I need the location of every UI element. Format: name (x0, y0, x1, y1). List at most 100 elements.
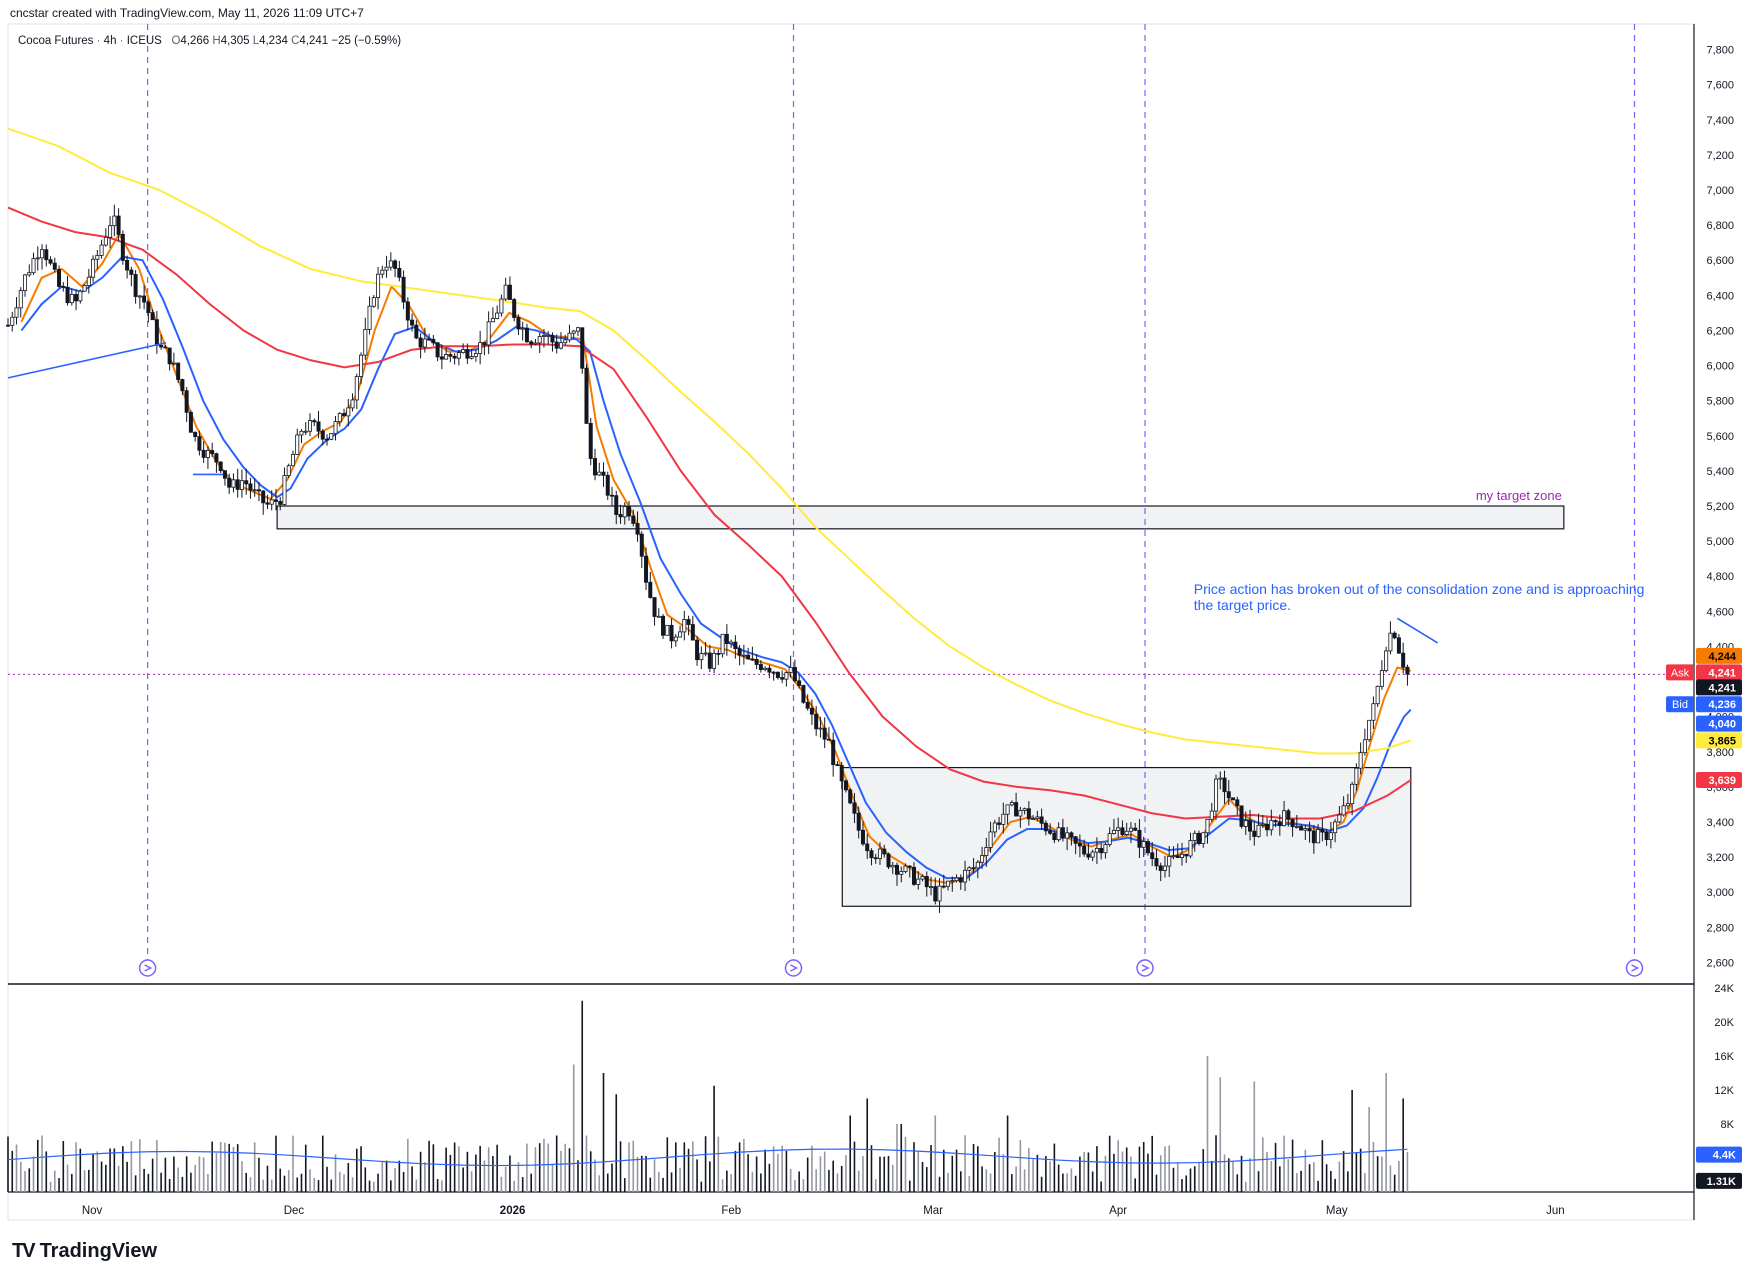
candle-body (1205, 818, 1210, 834)
candle-body (1039, 816, 1044, 824)
candle-body (401, 276, 406, 303)
high-label: H (212, 35, 221, 47)
candle-body (380, 269, 385, 275)
candle-body (393, 260, 398, 269)
candle-body (1337, 814, 1342, 823)
candle-body (499, 298, 504, 314)
candle-body (439, 356, 444, 360)
candle-body (142, 295, 147, 303)
candle-body (61, 286, 66, 288)
candle-body (775, 671, 780, 678)
candle-body (431, 338, 436, 344)
plot-frame (7, 23, 1695, 1221)
candle-body (575, 327, 580, 332)
candle-body (1243, 820, 1248, 827)
candle-body (1056, 827, 1061, 841)
time-tick-label: May (1326, 1205, 1348, 1217)
candle-body (980, 855, 985, 863)
candle-body (1014, 802, 1019, 817)
candle-body (325, 438, 330, 441)
candle-body (524, 327, 529, 343)
candle-body (337, 413, 342, 422)
volume-tick-label: 24K (1714, 983, 1734, 995)
candle-body (1214, 778, 1219, 812)
candle-body (1077, 842, 1082, 847)
candle-body (6, 324, 11, 327)
symbol-name[interactable]: Cocoa Futures (18, 35, 94, 47)
candle-body (1162, 865, 1167, 871)
candle-body (1350, 783, 1355, 805)
candle-body (23, 274, 28, 292)
candle-body (843, 780, 848, 791)
ask-label-tag-text: Ask (1671, 667, 1690, 679)
bid-label (1696, 696, 1742, 713)
annotation-text: the target price. (1194, 597, 1291, 613)
candle-body (256, 489, 261, 492)
candle-body (835, 764, 840, 767)
candle-body (644, 555, 649, 583)
candle-body (916, 878, 921, 885)
candle-body (286, 465, 291, 476)
candle-body (1120, 827, 1125, 835)
candle-body (686, 619, 691, 625)
candle-body (1188, 840, 1193, 857)
candle-body (882, 848, 887, 855)
candle-body (82, 285, 87, 292)
candle-body (1316, 829, 1321, 844)
candle-body (1141, 841, 1146, 848)
interval[interactable]: 4h (103, 35, 117, 47)
candle-body (1201, 832, 1206, 844)
candle-body (205, 450, 210, 458)
candle-body (1379, 670, 1384, 687)
candle-body (733, 641, 738, 649)
candle-body (1005, 804, 1010, 815)
candle-body (635, 523, 640, 535)
candle-body (1107, 833, 1112, 845)
candle-body (805, 701, 810, 709)
candle-body (877, 848, 882, 860)
bid-label-text: 4,236 (1708, 699, 1736, 711)
tradingview-brand[interactable]: TV TradingView (12, 1240, 157, 1263)
candle-body (1239, 805, 1244, 827)
volume-tick-label: 20K (1714, 1017, 1734, 1029)
ma-slow-label-text: 3,639 (1708, 775, 1736, 787)
candle-body (678, 631, 683, 638)
candle-body (1060, 827, 1065, 839)
candle-body (958, 877, 963, 883)
candle-body (707, 652, 712, 669)
candle-body (729, 641, 734, 645)
candle-body (290, 454, 295, 467)
candle-body (227, 477, 232, 488)
candle-body (1094, 847, 1099, 853)
candle-body (520, 327, 525, 330)
price-tick-label: 3,000 (1706, 887, 1734, 899)
candle-body (699, 653, 704, 661)
candle-body (299, 430, 304, 436)
candle-body (1307, 828, 1312, 832)
candle-body (1303, 828, 1308, 831)
candle-body (222, 470, 227, 479)
candle-body (839, 764, 844, 782)
candle-body (1031, 818, 1036, 820)
candle-body (154, 319, 159, 346)
candle-body (763, 667, 768, 670)
candle-body (801, 685, 806, 703)
candle-body (1018, 810, 1023, 817)
candle-body (627, 506, 632, 517)
candle-body (1133, 827, 1138, 831)
brand-name: TradingView (39, 1240, 158, 1262)
bid-label-tag (1666, 696, 1694, 713)
candle-body (541, 335, 546, 337)
price-tick-label: 6,000 (1706, 361, 1734, 373)
candle-body (1392, 632, 1397, 639)
symbol-legend[interactable]: Cocoa Futures · 4h · ICEUS O4,266 H4,305… (18, 35, 402, 47)
candle-body (912, 866, 917, 885)
candle-body (831, 739, 836, 766)
candle-body (1192, 832, 1197, 841)
candle-body (490, 318, 495, 323)
candle-body (601, 471, 606, 476)
close-label: C (291, 35, 300, 47)
candle-body (129, 269, 134, 275)
